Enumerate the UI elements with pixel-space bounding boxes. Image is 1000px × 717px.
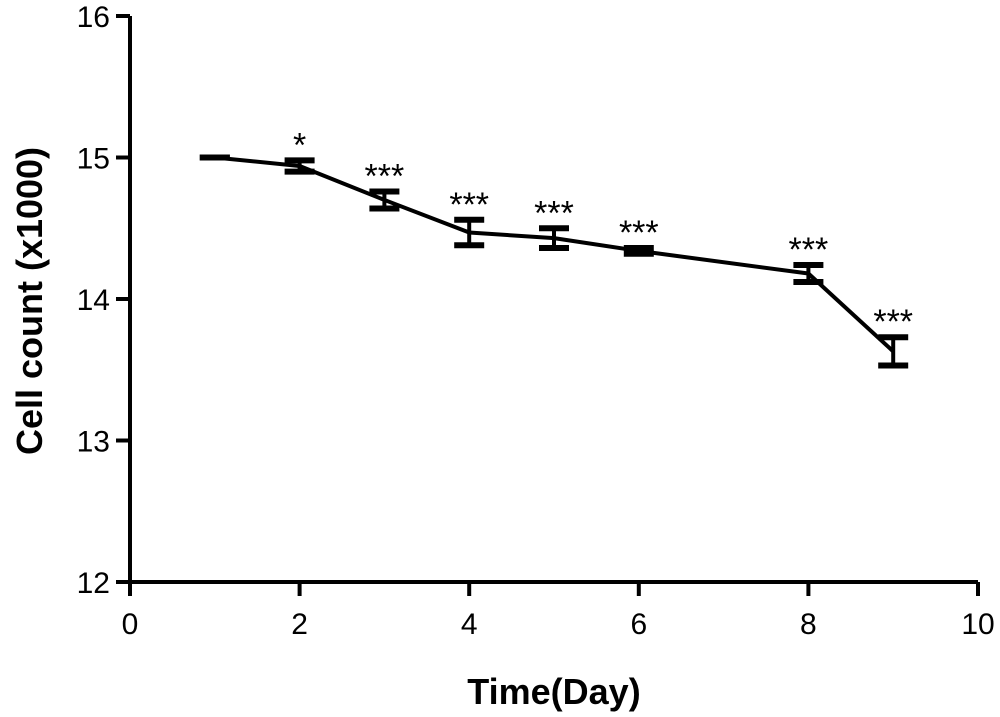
error-bar — [369, 188, 400, 212]
significance-label: * — [293, 126, 306, 164]
error-bar — [623, 245, 654, 257]
x-axis-title: Time(Day) — [467, 671, 640, 712]
y-tick-label: 15 — [77, 143, 110, 176]
significance-label: *** — [873, 303, 913, 341]
significance-label: *** — [534, 194, 574, 232]
error-bars — [199, 154, 909, 369]
error-bar — [793, 262, 824, 286]
significance-label: *** — [789, 231, 829, 269]
y-tick-label: 14 — [77, 284, 110, 317]
significance-label: *** — [449, 186, 489, 224]
x-ticks: 0 2 4 6 8 10 — [122, 582, 995, 641]
y-axis-title: Cell count (x1000) — [9, 147, 50, 455]
x-tick-label: 10 — [961, 608, 994, 641]
y-tick-label: 16 — [77, 1, 110, 34]
significance-label: *** — [619, 214, 659, 252]
y-ticks: 12 13 14 15 16 — [77, 1, 130, 600]
x-tick-label: 2 — [291, 608, 308, 641]
y-tick-label: 12 — [77, 567, 110, 600]
error-bar — [454, 216, 485, 249]
axes — [128, 16, 978, 584]
y-tick-label: 13 — [77, 426, 110, 459]
x-tick-label: 6 — [630, 608, 647, 641]
significance-label: *** — [365, 157, 405, 195]
error-bar — [539, 225, 569, 252]
significance-labels: ******* ****** ****** — [293, 126, 913, 341]
x-tick-label: 8 — [800, 608, 817, 641]
x-tick-label: 4 — [461, 608, 478, 641]
error-bar — [878, 334, 909, 369]
x-tick-label: 0 — [122, 608, 139, 641]
error-bar — [284, 157, 315, 175]
